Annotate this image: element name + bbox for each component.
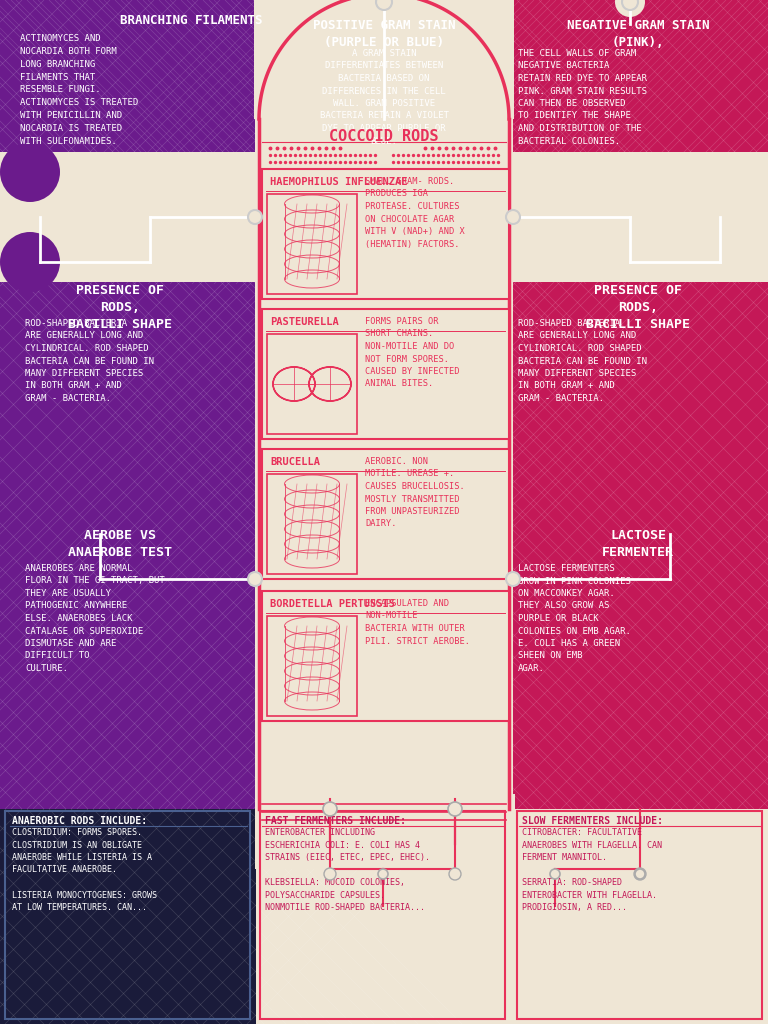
Bar <box>430 794 515 869</box>
Bar <box>267 194 357 294</box>
Wedge shape <box>254 0 514 119</box>
Circle shape <box>506 210 520 224</box>
Bar <box>5 811 250 1019</box>
Circle shape <box>615 0 645 17</box>
Text: NEGATIVE GRAM STAIN
(PINK),: NEGATIVE GRAM STAIN (PINK), <box>567 19 710 49</box>
Circle shape <box>634 868 646 880</box>
Circle shape <box>468 172 558 262</box>
Circle shape <box>506 572 520 586</box>
Bar <box>255 794 340 869</box>
Text: ROD-SHAPED BACTERIA
ARE GENERALLY LONG AND
CYLINDRICAL. ROD SHAPED
BACTERIA CAN : ROD-SHAPED BACTERIA ARE GENERALLY LONG A… <box>25 319 154 403</box>
Text: AEROBE VS
ANAEROBE TEST: AEROBE VS ANAEROBE TEST <box>68 529 172 559</box>
Bar <box>256 0 512 284</box>
Circle shape <box>635 869 645 879</box>
Bar <box>254 0 514 119</box>
Circle shape <box>248 572 262 586</box>
Text: CITROBACTER: FACULTATIVE
ANAEROBES WITH FLAGELLA. CAN
FERMENT MANNITOL.

SERRATI: CITROBACTER: FACULTATIVE ANAEROBES WITH … <box>522 828 662 912</box>
Circle shape <box>449 868 461 880</box>
Text: AEROBIC. NON
MOTILE. UREASE +.
CAUSES BRUCELLOSIS.
MOSTLY TRANSMITTED
FROM UNPAS: AEROBIC. NON MOTILE. UREASE +. CAUSES BR… <box>365 457 465 528</box>
Bar <box>255 794 513 869</box>
Text: CLOSTRIDIUM: FORMS SPORES.
CLOSTRIDIUM IS AN OBLIGATE
ANAEROBE WHILE LISTERIA IS: CLOSTRIDIUM: FORMS SPORES. CLOSTRIDIUM I… <box>12 828 157 912</box>
Text: LACTOSE
FERMENTER: LACTOSE FERMENTER <box>602 529 674 559</box>
Text: BRUCELLA: BRUCELLA <box>270 457 320 467</box>
Bar <box>260 811 505 1019</box>
Text: ENCAPSULATED AND
NON-MOTILE
BACTERIA WITH OUTER
PILI. STRICT AEROBE.: ENCAPSULATED AND NON-MOTILE BACTERIA WIT… <box>365 599 470 645</box>
Text: HAEMOPHILUS INFLUENZAE: HAEMOPHILUS INFLUENZAE <box>270 177 408 187</box>
Bar <box>517 811 762 1019</box>
Circle shape <box>622 0 638 10</box>
FancyBboxPatch shape <box>488 152 768 282</box>
Bar <box>0 0 256 1024</box>
Bar <box>262 449 509 579</box>
Text: FAST FERMENTERS INCLUDE:: FAST FERMENTERS INCLUDE: <box>265 816 406 826</box>
Bar <box>267 616 357 716</box>
Bar <box>262 169 509 299</box>
Text: ACTINOMYCES AND
NOCARDIA BOTH FORM
LONG BRANCHING
FILAMENTS THAT
RESEMBLE FUNGI.: ACTINOMYCES AND NOCARDIA BOTH FORM LONG … <box>20 34 138 145</box>
Circle shape <box>448 802 462 816</box>
Bar <box>512 809 768 1024</box>
FancyBboxPatch shape <box>0 152 280 282</box>
Bar <box>255 119 513 809</box>
Circle shape <box>376 0 392 10</box>
Bar <box>267 474 357 574</box>
Text: BRANCHING FILAMENTS: BRANCHING FILAMENTS <box>120 14 263 27</box>
Bar <box>0 809 256 1024</box>
Circle shape <box>378 869 388 879</box>
Circle shape <box>210 172 300 262</box>
Bar <box>256 809 512 1024</box>
Bar <box>0 172 280 262</box>
Circle shape <box>550 869 560 879</box>
Text: LACTOSE FERMENTERS
GROW IN PINK COLONIES
ON MACCONKEY AGAR.
THEY ALSO GROW AS
PU: LACTOSE FERMENTERS GROW IN PINK COLONIES… <box>518 564 631 673</box>
Circle shape <box>0 232 60 292</box>
Bar <box>512 0 768 1024</box>
Bar <box>262 591 509 721</box>
Text: PASTEURELLA: PASTEURELLA <box>270 317 339 327</box>
Text: THE CELL WALLS OF GRAM
NEGATIVE BACTERIA
RETAIN RED DYE TO APPEAR
PINK. GRAM STA: THE CELL WALLS OF GRAM NEGATIVE BACTERIA… <box>518 49 647 145</box>
Circle shape <box>0 142 60 202</box>
Text: PRESENCE OF
RODS,
BACILLI SHAPE: PRESENCE OF RODS, BACILLI SHAPE <box>586 284 690 331</box>
Text: ANAEROBES ARE NORMAL
FLORA IN THE GI TRACT, BUT
THEY ARE USUALLY
PATHOGENIC ANYW: ANAEROBES ARE NORMAL FLORA IN THE GI TRA… <box>25 564 165 673</box>
Text: POSITIVE GRAM STAIN
(PURPLE OR BLUE): POSITIVE GRAM STAIN (PURPLE OR BLUE) <box>313 19 455 49</box>
Text: PRESENCE OF
RODS,
BACILLI SHAPE: PRESENCE OF RODS, BACILLI SHAPE <box>68 284 172 331</box>
Text: ROD-SHAPED BACTERIA
ARE GENERALLY LONG AND
CYLINDRICAL. ROD SHAPED
BACTERIA CAN : ROD-SHAPED BACTERIA ARE GENERALLY LONG A… <box>518 319 647 403</box>
Text: SMALL GRAM- RODS.
PRODUCES IGA
PROTEASE. CULTURES
ON CHOCOLATE AGAR
WITH V (NAD+: SMALL GRAM- RODS. PRODUCES IGA PROTEASE.… <box>365 177 465 249</box>
Text: BORDETELLA PERTUSSIS: BORDETELLA PERTUSSIS <box>270 599 395 609</box>
Text: SLOW FERMENTERS INCLUDE:: SLOW FERMENTERS INCLUDE: <box>522 816 663 826</box>
Text: ENTEROBACTER INCLUDING
ESCHERICHIA COLI: E. COLI HAS 4
STRAINS (EIEC, ETEC, EPEC: ENTEROBACTER INCLUDING ESCHERICHIA COLI:… <box>265 828 430 912</box>
Text: ANAEROBIC RODS INCLUDE:: ANAEROBIC RODS INCLUDE: <box>12 816 147 826</box>
Text: FORMS PAIRS OR
SHORT CHAINS.
NON-MOTILE AND DO
NOT FORM SPORES.
CAUSED BY INFECT: FORMS PAIRS OR SHORT CHAINS. NON-MOTILE … <box>365 317 459 388</box>
Circle shape <box>324 868 336 880</box>
Bar <box>262 309 509 439</box>
Circle shape <box>323 802 337 816</box>
Text: COCCOID RODS: COCCOID RODS <box>329 129 439 144</box>
Circle shape <box>248 210 262 224</box>
Circle shape <box>369 0 399 19</box>
Bar <box>267 334 357 434</box>
Text: A GRAM STAIN
DIFFERENTIATES BETWEEN
BACTERIA BASED ON
DIFFERENCES IN THE CELL
WA: A GRAM STAIN DIFFERENTIATES BETWEEN BACT… <box>319 49 449 145</box>
